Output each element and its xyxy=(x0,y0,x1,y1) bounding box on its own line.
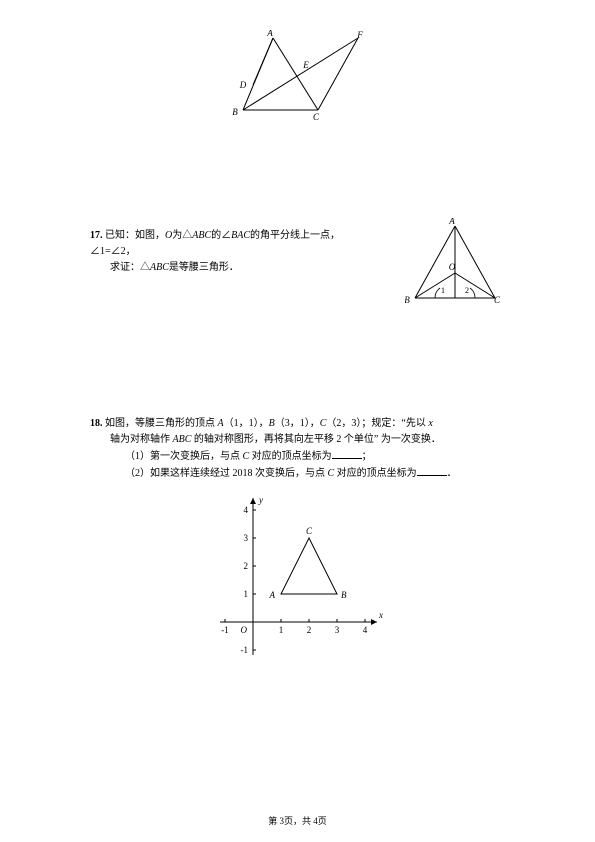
q18-sub2-a: （2）如果这样连续经过 2018 次变换后，与点 xyxy=(125,468,328,479)
svg-text:1: 1 xyxy=(243,589,248,599)
q18-text-2b: 的轴对称图形，再将其向左平移 2 个单位” 为一次变换． xyxy=(191,434,440,445)
svg-text:-1: -1 xyxy=(221,625,229,635)
svg-text:4: 4 xyxy=(362,625,367,635)
footer-text: 第 3页，共 4页 xyxy=(268,816,327,826)
q17-text-1a: 已知：如图， xyxy=(105,230,165,241)
q17-text-1c: 的∠ xyxy=(211,230,231,241)
q18-text-2a: 轴为对称轴作 xyxy=(110,434,173,445)
svg-text:3: 3 xyxy=(334,625,339,635)
q18-sub1-b: 对应的顶点坐标为 xyxy=(249,451,332,462)
blank-1 xyxy=(332,448,362,459)
q17-ABC-2: ABC xyxy=(150,262,169,273)
svg-text:B: B xyxy=(232,107,238,117)
q18-Acoord: （1，1）， xyxy=(224,418,269,429)
q18-sub1-a: （1）第一次变换后，与点 xyxy=(125,451,243,462)
svg-text:A: A xyxy=(266,30,273,38)
svg-text:B: B xyxy=(405,295,410,305)
q17-figure: A B C O 1 2 xyxy=(405,218,505,316)
svg-text:2: 2 xyxy=(243,561,248,571)
q17-text-2a: 求证：△ xyxy=(110,262,150,273)
svg-text:B: B xyxy=(341,590,347,600)
q18-sub2-b: 对应的顶点坐标为 xyxy=(334,468,417,479)
q17-number: 17. xyxy=(90,230,103,241)
svg-text:y: y xyxy=(258,495,263,505)
svg-text:D: D xyxy=(238,80,246,90)
q18-chart: -1 1 2 3 4 -1 1 2 3 4 Ox y A B C xyxy=(90,492,505,670)
svg-text:1: 1 xyxy=(441,286,445,295)
svg-text:-1: -1 xyxy=(240,645,248,655)
blank-2 xyxy=(417,465,447,476)
q16-figure: A F B C D E xyxy=(90,30,505,128)
svg-text:C: C xyxy=(312,112,319,122)
svg-text:O: O xyxy=(449,262,456,272)
svg-text:A: A xyxy=(268,590,275,600)
svg-text:C: C xyxy=(305,526,312,536)
q18-Bcoord: （3，1）， xyxy=(275,418,320,429)
svg-text:x: x xyxy=(378,610,383,620)
svg-text:O: O xyxy=(240,625,247,635)
svg-text:4: 4 xyxy=(243,505,248,515)
svg-text:A: A xyxy=(448,218,455,226)
question-17: 17. 已知：如图，O为△ABC的∠BAC的角平分线上一点，∠1=∠2， 求证：… xyxy=(90,228,505,276)
q18-Ccoord: （2，3）；规定：“先以 xyxy=(326,418,428,429)
svg-text:2: 2 xyxy=(306,625,311,635)
page-footer: 第 3页，共 4页 xyxy=(0,814,595,827)
svg-text:F: F xyxy=(356,30,363,40)
q17-BAC: BAC xyxy=(231,230,250,241)
svg-text:C: C xyxy=(494,295,501,305)
q17-text-1b: 为△ xyxy=(172,230,192,241)
q17-text-2b: 是等腰三角形． xyxy=(169,262,239,273)
q18-number: 18. xyxy=(90,418,103,429)
svg-text:E: E xyxy=(302,60,309,70)
svg-text:1: 1 xyxy=(278,625,283,635)
svg-text:2: 2 xyxy=(465,286,469,295)
question-18: 18. 如图，等腰三角形的顶点 A （1，1）， B （3，1）， C （2，3）；规定：… xyxy=(90,416,505,670)
q17-ABC-1: ABC xyxy=(192,230,211,241)
svg-text:3: 3 xyxy=(243,533,248,543)
q18-sub1-c: ； xyxy=(362,451,372,462)
q18-text-1a: 如图，等腰三角形的顶点 xyxy=(105,418,218,429)
q18-x: x xyxy=(428,418,432,429)
q18-sub2-c: ． xyxy=(447,468,457,479)
q18-ABC: ABC xyxy=(173,434,192,445)
